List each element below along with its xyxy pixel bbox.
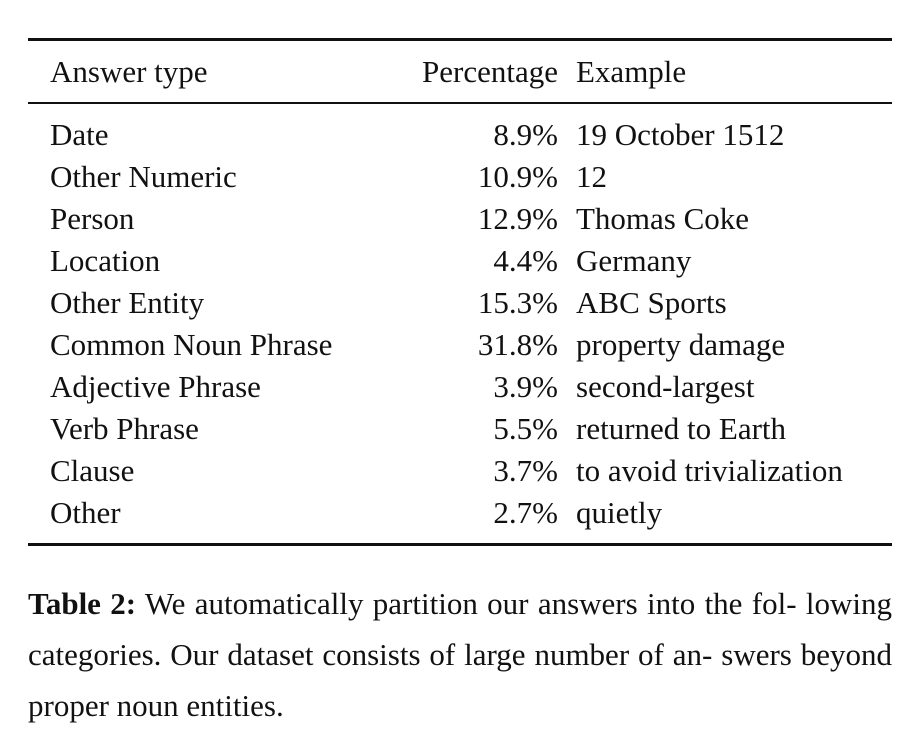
table-row: Location 4.4% Germany xyxy=(28,240,892,282)
example-cell: Thomas Coke xyxy=(576,201,750,236)
table-row: Adjective Phrase 3.9% second-largest xyxy=(28,366,892,408)
example-cell: quietly xyxy=(576,495,663,530)
table-row: Person 12.9% Thomas Coke xyxy=(28,198,892,240)
table-row: Common Noun Phrase 31.8% property damage xyxy=(28,324,892,366)
answer-type-cell: Other Entity xyxy=(50,285,205,320)
answer-type-cell: Verb Phrase xyxy=(50,411,199,446)
table-row: Verb Phrase 5.5% returned to Earth xyxy=(28,408,892,450)
answer-type-cell: Common Noun Phrase xyxy=(50,327,333,362)
caption-label: Table 2: xyxy=(28,586,137,621)
header-answer-type: Answer type xyxy=(50,54,208,89)
table-top-rule xyxy=(28,38,892,41)
table-caption: Table 2: We automatically partition our … xyxy=(28,578,892,731)
percentage-cell: 31.8% xyxy=(477,327,558,362)
table-header-row: Answer type Percentage Example xyxy=(28,51,892,93)
answer-type-cell: Adjective Phrase xyxy=(50,369,261,404)
percentage-cell: 5.5% xyxy=(493,411,558,446)
percentage-cell: 15.3% xyxy=(477,285,558,320)
example-cell: second-largest xyxy=(576,369,755,404)
percentage-cell: 12.9% xyxy=(477,201,558,236)
table-row: Date 8.9% 19 October 1512 xyxy=(28,114,892,156)
percentage-cell: 2.7% xyxy=(493,495,558,530)
table-row: Clause 3.7% to avoid trivialization xyxy=(28,450,892,492)
example-cell: ABC Sports xyxy=(576,285,727,320)
percentage-cell: 4.4% xyxy=(493,243,558,278)
answer-type-cell: Date xyxy=(50,117,109,152)
table-row: Other Numeric 10.9% 12 xyxy=(28,156,892,198)
example-cell: to avoid trivialization xyxy=(576,453,843,488)
example-cell: 12 xyxy=(576,159,607,194)
answer-type-cell: Location xyxy=(50,243,161,278)
percentage-cell: 3.7% xyxy=(493,453,558,488)
caption-line: lowing categories. Our dataset consists … xyxy=(28,586,892,672)
percentage-cell: 3.9% xyxy=(493,369,558,404)
example-cell: returned to Earth xyxy=(576,411,787,446)
answer-type-cell: Person xyxy=(50,201,135,236)
table-row: Other Entity 15.3% ABC Sports xyxy=(28,282,892,324)
table-bottom-rule xyxy=(28,543,892,546)
table-row: Other 2.7% quietly xyxy=(28,492,892,534)
example-cell: property damage xyxy=(576,327,786,362)
caption-line: swers beyond proper noun entities. xyxy=(28,637,893,723)
answer-type-cell: Clause xyxy=(50,453,135,488)
caption-line: We automatically partition our answers i… xyxy=(144,586,797,621)
answer-type-cell: Other Numeric xyxy=(50,159,237,194)
percentage-cell: 10.9% xyxy=(477,159,558,194)
example-cell: Germany xyxy=(576,243,692,278)
table-header-rule xyxy=(28,102,892,104)
example-cell: 19 October 1512 xyxy=(576,117,785,152)
answer-type-cell: Other xyxy=(50,495,121,530)
header-percentage: Percentage xyxy=(422,54,558,89)
header-example: Example xyxy=(576,54,687,89)
percentage-cell: 8.9% xyxy=(493,117,558,152)
